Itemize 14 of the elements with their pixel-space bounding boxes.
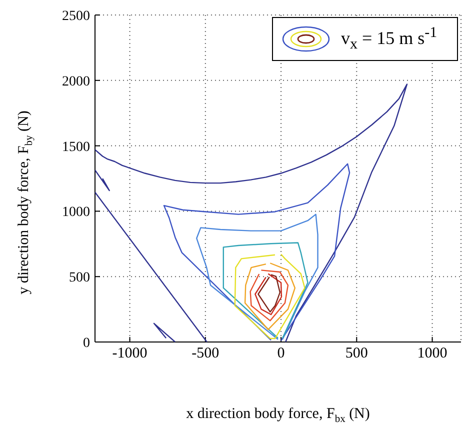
y-tick-label: 0 (83, 336, 90, 351)
x-tick-label: 0 (277, 346, 285, 362)
y-tick-label: 2000 (62, 74, 90, 90)
legend-box: v$_{x}$ = 15 m s$^{-1}$ (272, 17, 458, 61)
x-tick-label: -500 (192, 346, 220, 362)
annotation: v$_{x}$ = 15 m s$^{-1}$ (341, 24, 438, 54)
y-tick-label: 2500 (62, 8, 90, 24)
x-tick-label: 500 (345, 346, 368, 362)
x-tick-label: -1000 (112, 346, 148, 362)
y-tick-label: 500 (69, 270, 90, 286)
x-axis-title: x direction body force, F$_{bx}$ (N) (186, 406, 370, 425)
x-tick-label: 1000 (417, 346, 448, 362)
y-tick-label: 1500 (62, 140, 90, 155)
y-tick-label: 1000 (62, 205, 90, 220)
